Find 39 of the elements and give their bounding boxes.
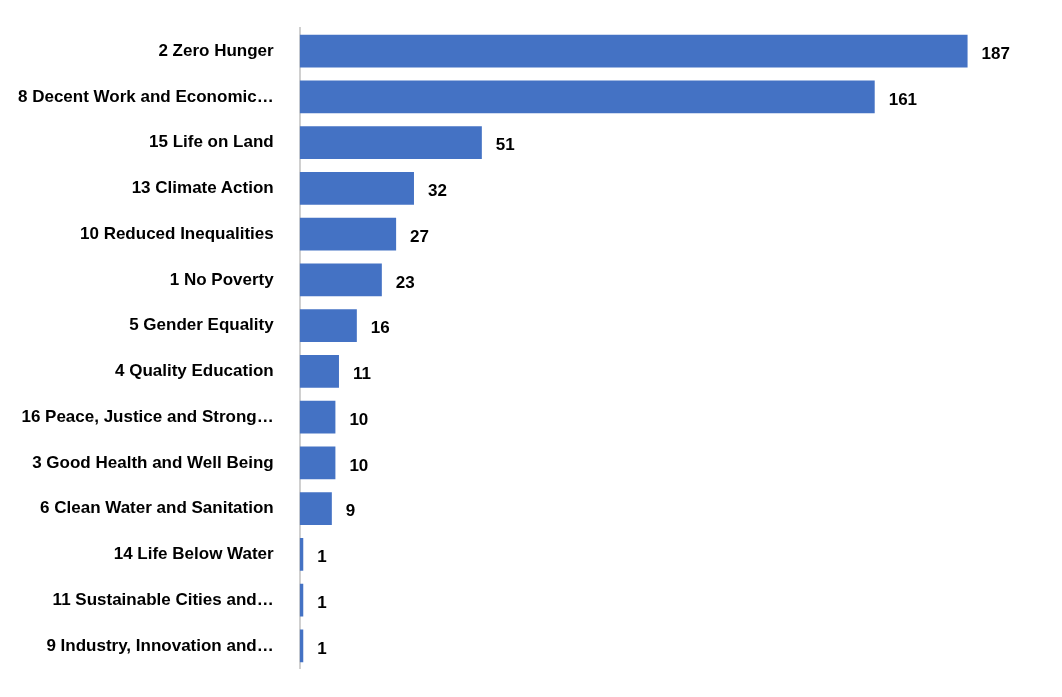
bar xyxy=(299,400,336,434)
data-label: 187 xyxy=(981,43,1010,63)
data-label: 10 xyxy=(349,455,369,475)
data-label: 9 xyxy=(345,501,356,521)
bar xyxy=(299,34,968,68)
bar xyxy=(299,217,397,251)
data-label: 1 xyxy=(317,547,327,567)
y-tick-label: 15 Life on Land xyxy=(149,132,274,152)
y-tick-label: 5 Gender Equality xyxy=(129,315,275,335)
y-tick-label: 4 Quality Education xyxy=(114,361,274,381)
y-tick-label: 14 Life Below Water xyxy=(113,544,275,564)
data-label: 1 xyxy=(317,638,327,658)
y-tick-label: 9 Industry, Innovation and… xyxy=(46,635,274,655)
y-tick-label: 10 Reduced Inequalities xyxy=(80,223,274,243)
y-tick-label: 1 No Poverty xyxy=(169,269,275,289)
bar xyxy=(299,446,336,480)
y-tick-label: 11 Sustainable Cities and… xyxy=(52,589,274,609)
y-tick-label: 3 Good Health and Well Being xyxy=(32,452,274,472)
y-tick-label: 16 Peace, Justice and Strong… xyxy=(21,406,274,426)
y-tick-label: 13 Climate Action xyxy=(131,178,274,198)
data-label: 27 xyxy=(410,226,430,246)
bar xyxy=(299,309,357,342)
y-tick-label: 8 Decent Work and Economic… xyxy=(17,86,274,106)
data-label: 51 xyxy=(495,135,515,155)
y-tick-label: 2 Zero Hunger xyxy=(158,40,275,60)
data-label: 10 xyxy=(349,409,369,429)
bar xyxy=(299,80,875,114)
data-label: 32 xyxy=(427,181,447,201)
bar xyxy=(299,172,414,205)
bar xyxy=(299,355,339,388)
bar xyxy=(299,492,332,525)
data-label: 11 xyxy=(352,364,371,384)
y-tick-label: 6 Clean Water and Sanitation xyxy=(40,498,274,518)
data-label: 23 xyxy=(395,272,415,292)
data-label: 16 xyxy=(370,318,390,338)
data-label: 1 xyxy=(317,592,327,612)
bar xyxy=(299,126,482,159)
data-label: 161 xyxy=(888,89,918,109)
bar xyxy=(299,263,382,297)
